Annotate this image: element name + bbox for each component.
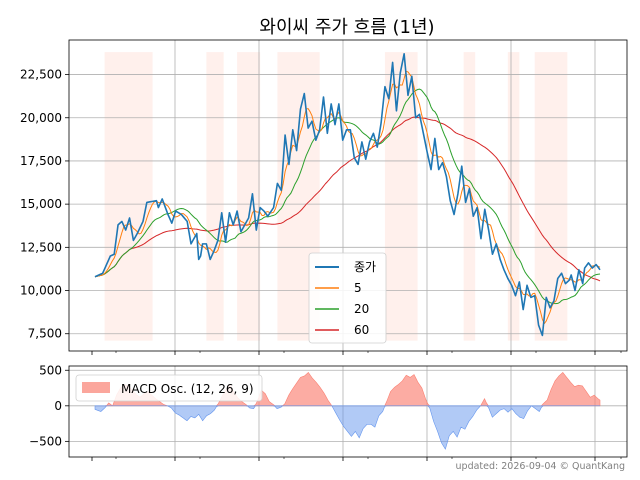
price-y-ticks: 7,500 10,000 12,500 15,000 17,500 20,000 22,50… xyxy=(20,68,622,355)
y-tick-label-1: 10,000 xyxy=(20,284,62,298)
shade-region-4 xyxy=(384,52,418,341)
macd-negative-area xyxy=(94,405,600,450)
price-panel: 7,500 10,000 12,500 15,000 17,500 20,000 22,50… xyxy=(20,39,628,355)
macd-legend-box xyxy=(75,374,263,402)
legend-label-2: 20 xyxy=(354,302,369,316)
macd-y-tick-label-2: 500 xyxy=(39,363,62,377)
shade-region-5 xyxy=(463,52,476,341)
macd-y-tick-label-1: 0 xyxy=(54,399,62,413)
legend-label-0: 종가 xyxy=(354,260,376,274)
macd-legend-swatch xyxy=(82,382,110,393)
y-tick-label-2: 12,500 xyxy=(20,240,62,254)
series-line-ma5 xyxy=(94,70,601,325)
y-tick-label-4: 17,500 xyxy=(20,154,62,168)
shade-regions xyxy=(104,52,568,341)
shade-region-6 xyxy=(507,52,520,341)
chart-title: 와이씨 주가 흐름 (1년) xyxy=(259,17,434,38)
macd-legend: MACD Osc. (12, 26, 9) xyxy=(75,374,263,402)
macd-y-tick-label-0: −500 xyxy=(29,434,62,448)
y-tick-label-6: 22,500 xyxy=(20,68,62,82)
price-legend: 종가 5 20 60 xyxy=(308,252,387,344)
price-axes-frame xyxy=(68,39,628,352)
legend-label-3: 60 xyxy=(354,323,369,337)
y-tick-label-0: 7,500 xyxy=(28,327,62,341)
y-tick-label-5: 20,000 xyxy=(20,111,62,125)
shade-region-1 xyxy=(206,52,224,341)
shade-region-0 xyxy=(104,52,153,341)
y-tick-label-3: 15,000 xyxy=(20,197,62,211)
legend-label-1: 5 xyxy=(354,281,362,295)
macd-area-series xyxy=(94,371,601,450)
series-line-close xyxy=(94,53,601,337)
series-line-ma60 xyxy=(94,116,601,282)
legend-box xyxy=(308,252,387,344)
macd-y-ticks: −500 0 500 xyxy=(29,363,622,461)
footer-credit: updated: 2026-09-04 © QuantKang xyxy=(456,461,625,472)
macd-legend-label: MACD Osc. (12, 26, 9) xyxy=(121,382,254,396)
shade-region-7 xyxy=(534,52,568,341)
macd-axes-frame xyxy=(68,365,628,458)
series-line-ma20 xyxy=(94,88,601,305)
shade-region-2 xyxy=(237,52,261,341)
price-series-lines xyxy=(94,53,601,337)
macd-panel: −500 0 500 MACD Osc. (12, 26, 9) xyxy=(29,363,628,461)
